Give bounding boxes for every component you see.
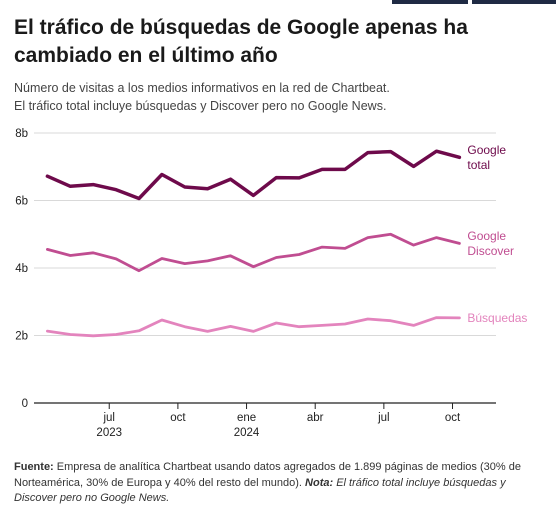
y-tick-label: 4b: [15, 263, 28, 275]
x-tick-label: oct: [170, 412, 186, 424]
chart-subtitle: Número de visitas a los medios informati…: [14, 79, 544, 115]
x-tick-label: jul: [102, 412, 115, 424]
subtitle-line-1: Número de visitas a los medios informati…: [14, 81, 390, 95]
x-tick-label: abr: [307, 412, 324, 424]
footer-source-label: Fuente:: [14, 461, 54, 473]
line-chart: 0 2b 4b 6b 8b jul 2023 oct ene 2024 abr jul oct Goog…: [15, 128, 527, 439]
y-tick-label: 0: [22, 398, 28, 410]
subtitle-line-2: El tráfico total incluye búsquedas y Dis…: [14, 99, 387, 113]
chart-title: El tráfico de búsquedas de Google apenas…: [14, 16, 468, 67]
footer-note-label: Nota:: [305, 476, 334, 489]
top-accent-bar: [0, 0, 556, 10]
footer-note-text: El tráfico total incluye búsquedas y Dis…: [14, 476, 506, 505]
series-label-búsquedas: Búsquedas: [467, 311, 527, 325]
series-line-google-discover: [46, 232, 461, 273]
x-tick-year-label: 2023: [96, 427, 122, 439]
y-tick-label: 2b: [15, 331, 28, 343]
y-tick-label: 6b: [15, 196, 28, 208]
x-tick-label: jul: [377, 412, 390, 424]
series-layer: [45, 149, 462, 338]
chart-footer: Fuente: Empresa de analítica Chartbeat u…: [14, 460, 542, 507]
series-label-google-total: Google total: [467, 143, 506, 172]
series-label-google-discover: Google Discover: [467, 229, 514, 258]
x-tick-label: oct: [445, 412, 461, 424]
top-accent-tab-2: [472, 0, 556, 4]
x-tick-label: ene: [237, 412, 256, 424]
grid-layer: [34, 132, 496, 336]
top-accent-tab-1: [392, 0, 468, 4]
series-label-layer: Google total Google Discover Búsquedas: [467, 143, 527, 325]
footer-source-text: Empresa de analítica Chartbeat usando da…: [14, 461, 521, 489]
y-tick-label: 8b: [15, 128, 28, 140]
series-line-google-total: [45, 149, 462, 201]
x-tick-year-label: 2024: [234, 427, 260, 439]
series-line-búsquedas: [46, 316, 461, 338]
axis-layer: 0 2b 4b 6b 8b jul 2023 oct ene 2024 abr jul oct: [15, 128, 496, 439]
